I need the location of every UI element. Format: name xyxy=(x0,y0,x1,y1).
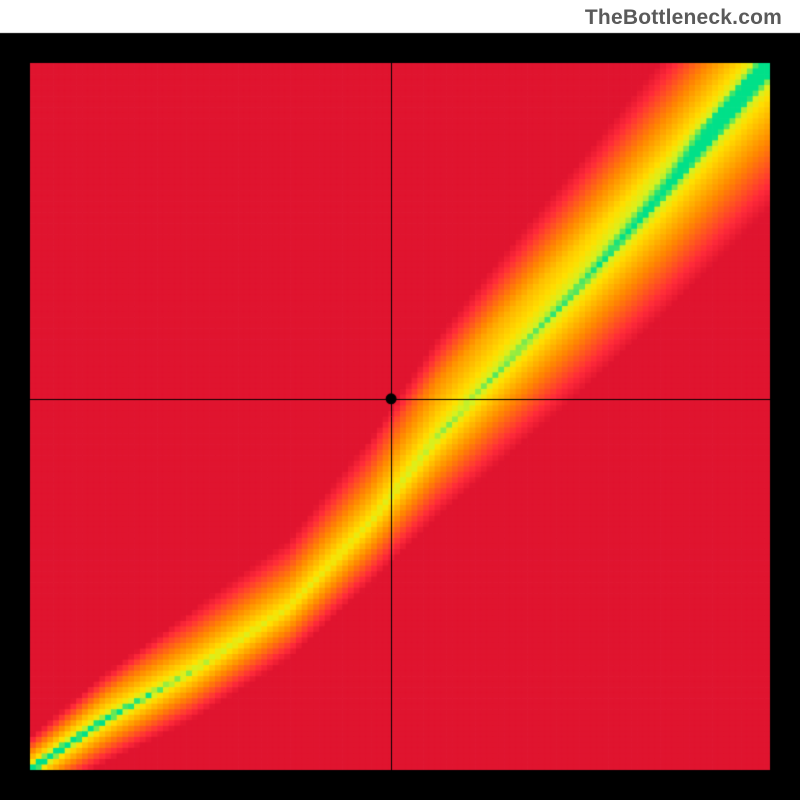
bottleneck-heatmap xyxy=(0,0,800,800)
attribution-text: TheBottleneck.com xyxy=(585,6,782,30)
